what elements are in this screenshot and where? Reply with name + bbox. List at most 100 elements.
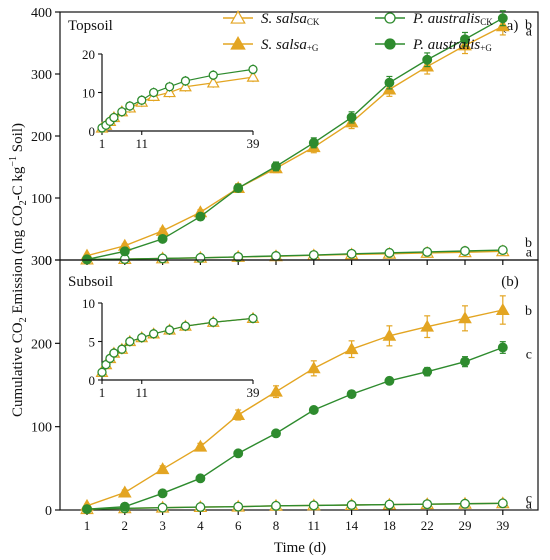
series-line — [86, 17, 504, 261]
legend-marker — [230, 10, 246, 24]
data-point — [195, 502, 206, 513]
inset-data-point — [125, 101, 135, 111]
data-point — [157, 502, 168, 513]
data-point — [308, 137, 319, 148]
significance-label: c — [526, 348, 532, 363]
x-tick-label: 18 — [383, 518, 396, 533]
x-tick-label: 29 — [459, 518, 472, 533]
data-point — [231, 407, 246, 420]
inset-x-tick-label: 11 — [135, 385, 148, 400]
inset-data-point — [164, 82, 175, 92]
inset-data-point — [180, 76, 191, 86]
legend-suffix: CK — [480, 17, 493, 27]
x-tick-label: 4 — [197, 518, 204, 533]
data-point — [458, 311, 472, 324]
inset-x-tick-label: 39 — [247, 136, 260, 151]
y-tick-label: 100 — [31, 192, 52, 207]
data-point — [195, 252, 206, 263]
data-point — [384, 247, 395, 258]
inset-data-point — [137, 332, 147, 343]
inset-y-tick-label: 10 — [82, 86, 95, 101]
data-point — [269, 384, 283, 397]
significance-label: a — [526, 245, 533, 260]
data-point — [382, 328, 397, 341]
legend-label: P. australisCK — [412, 11, 493, 27]
data-point — [195, 473, 206, 484]
x-tick-label: 39 — [496, 518, 509, 533]
y-axis-title: Cumulative CO2 Emission (mg CO2-C kg−1 S… — [8, 123, 29, 417]
data-point — [157, 253, 168, 264]
data-point — [82, 254, 92, 265]
legend-marker — [384, 38, 396, 50]
inset-data-point — [248, 313, 258, 324]
data-point — [119, 246, 130, 257]
inset-data-point — [117, 107, 127, 117]
inset-x-tick-label: 11 — [135, 136, 148, 151]
data-point — [193, 439, 208, 452]
data-point — [117, 485, 132, 498]
data-point — [460, 498, 470, 509]
inset-series-line — [101, 68, 254, 129]
data-point — [460, 34, 470, 45]
data-point — [497, 245, 508, 256]
legend-marker — [384, 12, 396, 24]
inset-y-tick-label: 0 — [89, 373, 96, 388]
inset-data-point — [137, 95, 147, 105]
data-point — [119, 501, 130, 512]
panel-title: Subsoil — [68, 274, 113, 290]
data-point — [346, 248, 357, 259]
y-tick-label: 0 — [45, 254, 52, 269]
data-point — [420, 319, 435, 332]
legend-item: S. salsaCK — [223, 10, 320, 27]
data-point — [384, 375, 395, 386]
legend-suffix: CK — [307, 17, 320, 27]
inset-x-tick-label: 1 — [99, 136, 106, 151]
inset-data-point — [97, 367, 107, 377]
data-point — [157, 233, 168, 244]
y-tick-label: 200 — [31, 337, 52, 352]
inset-data-point — [109, 112, 119, 123]
x-axis-title: Time (d) — [274, 540, 326, 556]
inset-data-point — [248, 64, 258, 75]
y-tick-label: 100 — [31, 421, 52, 436]
panel-title: Topsoil — [68, 18, 113, 34]
legend-item: S. salsa+G — [223, 36, 319, 53]
inset-data-point — [208, 70, 218, 80]
data-point — [422, 499, 433, 510]
significance-label: a — [526, 497, 533, 512]
x-tick-label: 3 — [159, 518, 166, 533]
x-tick-label: 8 — [273, 518, 280, 533]
data-point — [271, 251, 281, 261]
inset-data-point — [208, 317, 218, 327]
inset-y-tick-label: 20 — [82, 47, 95, 62]
data-point — [384, 77, 395, 88]
data-point — [460, 246, 470, 256]
legend-species: P. australis — [412, 37, 480, 53]
series-line — [86, 249, 503, 261]
legend-species: S. salsa — [261, 11, 307, 27]
data-point — [497, 13, 508, 24]
y-tick-label: 300 — [31, 254, 52, 269]
inset-series-line — [101, 76, 254, 129]
y-tick-label: 0 — [45, 504, 52, 519]
data-point — [155, 223, 170, 236]
legend-label: P. australis+G — [412, 37, 492, 53]
legend-item: P. australis+G — [375, 37, 492, 53]
data-point — [308, 500, 319, 511]
data-point — [233, 501, 244, 512]
data-point — [497, 342, 508, 353]
data-point — [233, 448, 244, 459]
inset-data-point — [149, 87, 159, 98]
data-point — [460, 356, 470, 367]
data-point — [384, 499, 395, 510]
x-tick-label: 6 — [235, 518, 242, 533]
inset-data-point — [117, 344, 127, 354]
data-point — [346, 112, 357, 123]
inset-y-tick-label: 5 — [89, 335, 96, 350]
data-point — [233, 251, 244, 262]
data-point — [344, 342, 359, 355]
